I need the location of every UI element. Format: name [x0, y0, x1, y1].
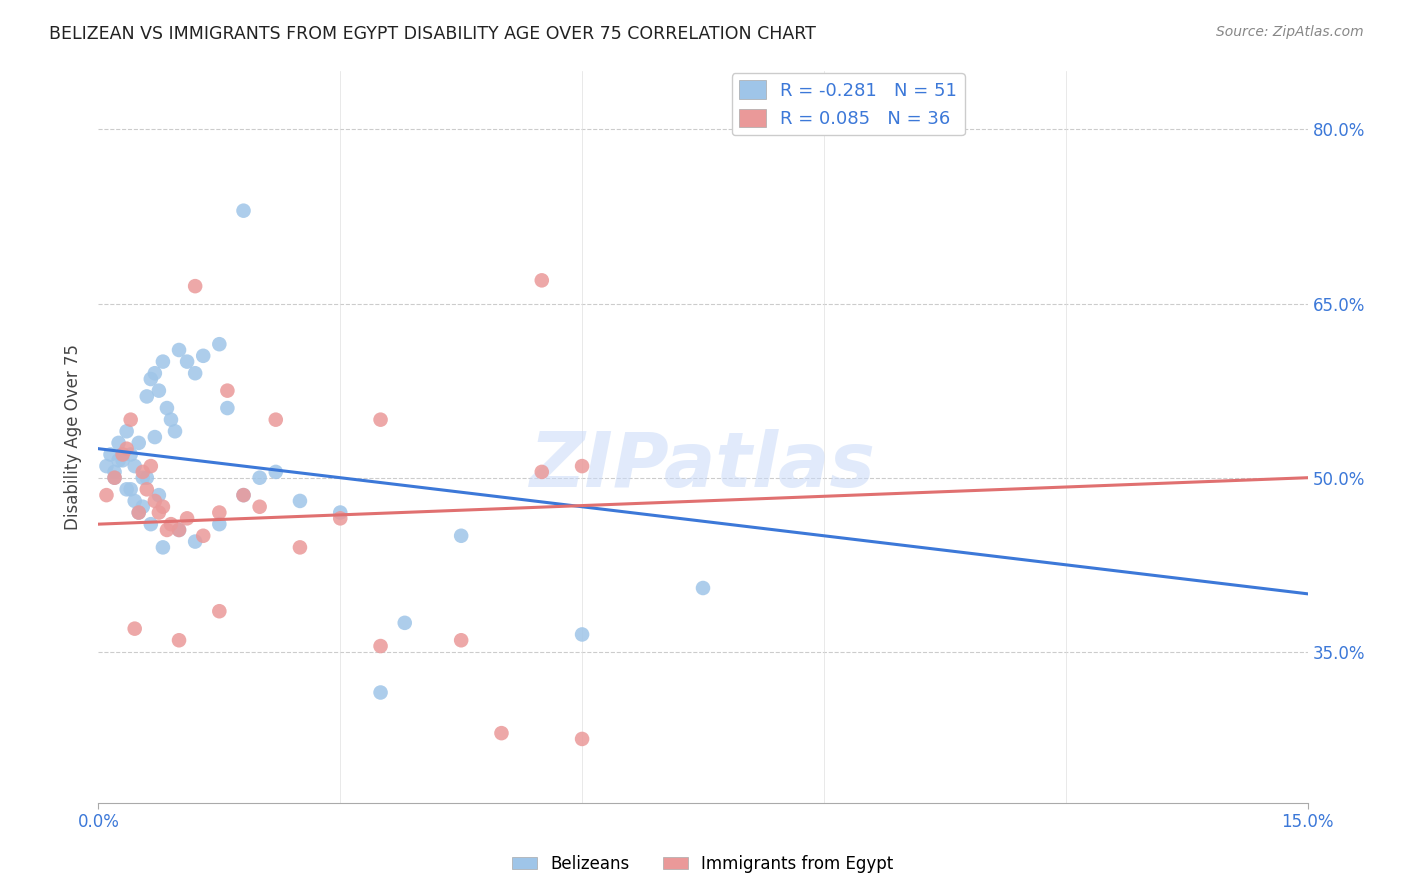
Point: [176, 354, 198, 368]
Point: [139, 517, 162, 532]
Point: [156, 401, 179, 415]
Point: [111, 453, 134, 467]
Point: [530, 273, 553, 287]
Point: [120, 483, 142, 497]
Point: [111, 448, 134, 462]
Point: [143, 430, 166, 444]
Point: [176, 511, 198, 525]
Point: [160, 517, 183, 532]
Point: [135, 471, 157, 485]
Point: [115, 483, 138, 497]
Point: [571, 459, 593, 474]
Point: [217, 401, 239, 415]
Point: [249, 500, 271, 514]
Point: [124, 459, 146, 474]
Point: [491, 726, 513, 740]
Legend: Belizeans, Immigrants from Egypt: Belizeans, Immigrants from Egypt: [506, 848, 900, 880]
Point: [148, 488, 170, 502]
Point: [370, 685, 392, 699]
Point: [103, 465, 125, 479]
Point: [193, 349, 215, 363]
Point: [167, 523, 190, 537]
Point: [184, 534, 207, 549]
Point: [394, 615, 416, 630]
Point: [100, 448, 122, 462]
Point: [124, 622, 146, 636]
Point: [184, 279, 207, 293]
Point: [208, 604, 231, 618]
Point: [115, 424, 138, 438]
Point: [115, 442, 138, 456]
Point: [156, 523, 179, 537]
Point: [132, 465, 155, 479]
Point: [139, 459, 162, 474]
Point: [135, 483, 157, 497]
Point: [370, 412, 392, 426]
Point: [692, 581, 714, 595]
Point: [111, 448, 134, 462]
Point: [143, 494, 166, 508]
Point: [249, 471, 271, 485]
Point: [329, 511, 352, 525]
Point: [163, 424, 186, 438]
Text: ZIPatlas: ZIPatlas: [530, 429, 876, 503]
Text: Source: ZipAtlas.com: Source: ZipAtlas.com: [1216, 25, 1364, 39]
Point: [120, 448, 142, 462]
Point: [128, 506, 150, 520]
Point: [208, 506, 231, 520]
Point: [232, 488, 254, 502]
Point: [120, 412, 142, 426]
Point: [450, 633, 472, 648]
Point: [132, 500, 155, 514]
Point: [167, 343, 190, 357]
Text: BELIZEAN VS IMMIGRANTS FROM EGYPT DISABILITY AGE OVER 75 CORRELATION CHART: BELIZEAN VS IMMIGRANTS FROM EGYPT DISABI…: [49, 25, 815, 43]
Point: [217, 384, 239, 398]
Point: [208, 337, 231, 351]
Point: [124, 494, 146, 508]
Point: [139, 372, 162, 386]
Point: [184, 366, 207, 380]
Point: [152, 500, 174, 514]
Point: [450, 529, 472, 543]
Point: [167, 523, 190, 537]
Point: [193, 529, 215, 543]
Point: [264, 465, 287, 479]
Point: [288, 541, 311, 555]
Point: [107, 453, 129, 467]
Point: [96, 488, 118, 502]
Point: [152, 354, 174, 368]
Point: [571, 731, 593, 746]
Point: [530, 465, 553, 479]
Legend: R = -0.281   N = 51, R = 0.085   N = 36: R = -0.281 N = 51, R = 0.085 N = 36: [731, 73, 965, 136]
Point: [264, 412, 287, 426]
Point: [152, 541, 174, 555]
Point: [103, 471, 125, 485]
Point: [143, 366, 166, 380]
Point: [107, 436, 129, 450]
Point: [370, 639, 392, 653]
Point: [96, 459, 118, 474]
Point: [128, 506, 150, 520]
Point: [167, 633, 190, 648]
Point: [103, 471, 125, 485]
Point: [132, 471, 155, 485]
Point: [571, 627, 593, 641]
Point: [148, 506, 170, 520]
Point: [148, 384, 170, 398]
Point: [160, 412, 183, 426]
Y-axis label: Disability Age Over 75: Disability Age Over 75: [65, 344, 83, 530]
Point: [128, 436, 150, 450]
Point: [329, 506, 352, 520]
Point: [135, 389, 157, 403]
Point: [232, 203, 254, 218]
Point: [208, 517, 231, 532]
Point: [288, 494, 311, 508]
Point: [232, 488, 254, 502]
